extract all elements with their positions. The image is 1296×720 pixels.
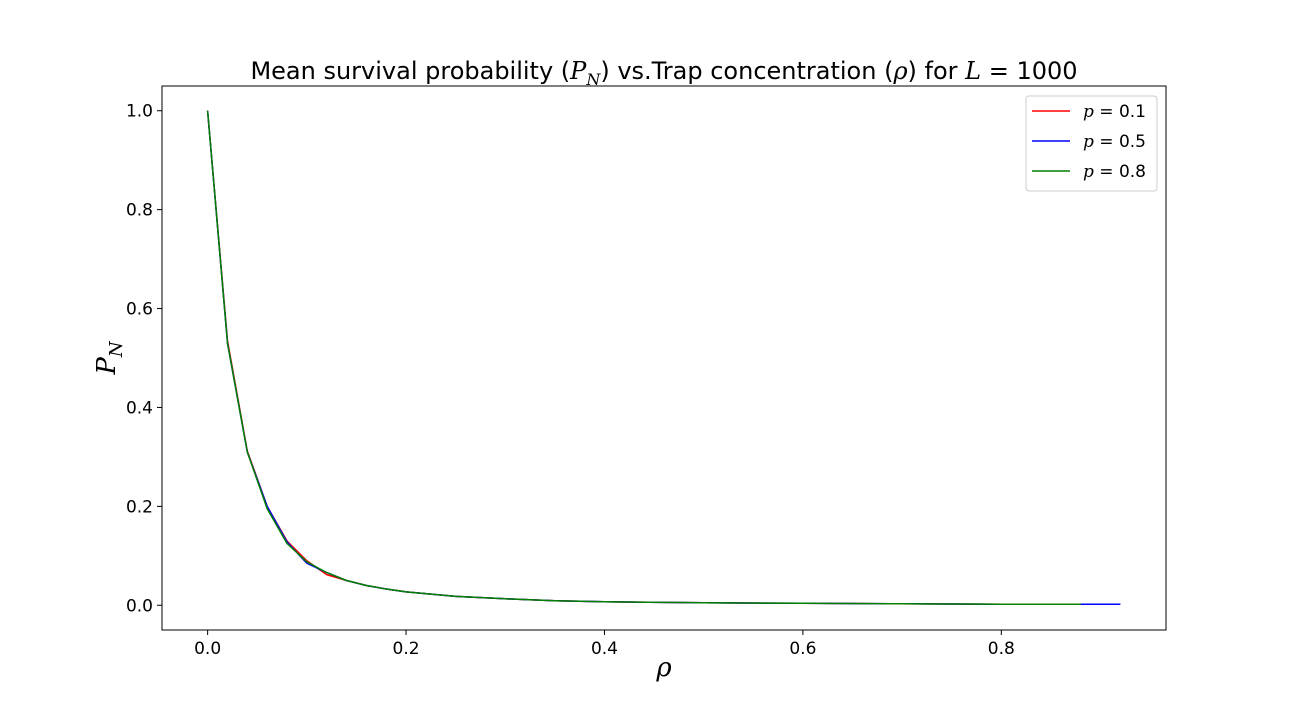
x-axis-ticks: 0.0 0.2 0.4 0.6 0.8 xyxy=(194,630,1015,659)
series-line-1 xyxy=(206,110,1081,606)
title-L-value: = 1000 xyxy=(981,57,1077,85)
legend-label-2: p = 0.5 xyxy=(1083,132,1146,152)
legend-label-value: = 0.5 xyxy=(1094,132,1146,152)
y-axis-label: PN xyxy=(92,340,127,376)
x-tick-label: 0.8 xyxy=(988,639,1015,659)
legend-label-symbol: p xyxy=(1083,102,1094,122)
y-label-symbol: P xyxy=(92,357,122,376)
legend-box xyxy=(1025,95,1158,192)
x-tick-label: 0.0 xyxy=(194,639,221,659)
legend-label-symbol: p xyxy=(1083,132,1094,152)
title-rho-symbol: ρ xyxy=(892,57,907,85)
chart-title: Mean survival probability (PN) vs.Trap c… xyxy=(250,57,1077,89)
legend-label-1: p = 0.1 xyxy=(1083,102,1146,122)
series-line-2 xyxy=(206,110,1121,606)
title-middle: ) vs.Trap concentration ( xyxy=(600,57,893,85)
y-axis-ticks: 0.0 0.2 0.4 0.6 0.8 1.0 xyxy=(126,102,162,616)
y-tick-label: 1.0 xyxy=(126,102,153,122)
legend-label-3: p = 0.8 xyxy=(1083,162,1146,182)
y-label-subscript: N xyxy=(106,340,127,358)
y-tick-label: 0.6 xyxy=(126,300,153,320)
title-prefix: Mean survival probability ( xyxy=(250,57,570,85)
chart-legend: p = 0.1p = 0.5p = 0.8 xyxy=(1025,95,1158,192)
x-axis-label: ρ xyxy=(655,653,672,683)
title-suffix: ) for xyxy=(908,57,966,85)
legend-label-value: = 0.8 xyxy=(1094,162,1146,182)
title-p-symbol: P xyxy=(569,57,587,85)
y-tick-label: 0.0 xyxy=(126,596,153,616)
x-tick-label: 0.4 xyxy=(591,639,618,659)
data-series-group xyxy=(206,110,1121,606)
plot-area-frame xyxy=(161,85,1167,631)
y-tick-label: 0.4 xyxy=(126,398,153,418)
y-tick-label: 0.2 xyxy=(126,497,153,517)
legend-label-symbol: p xyxy=(1083,162,1094,182)
x-tick-label: 0.6 xyxy=(789,639,816,659)
title-L-symbol: L xyxy=(964,57,981,85)
title-p-subscript: N xyxy=(585,70,601,89)
legend-label-value: = 0.1 xyxy=(1094,102,1146,122)
x-tick-label: 0.2 xyxy=(393,639,420,659)
series-line-3 xyxy=(206,110,1081,606)
y-tick-label: 0.8 xyxy=(126,201,153,221)
